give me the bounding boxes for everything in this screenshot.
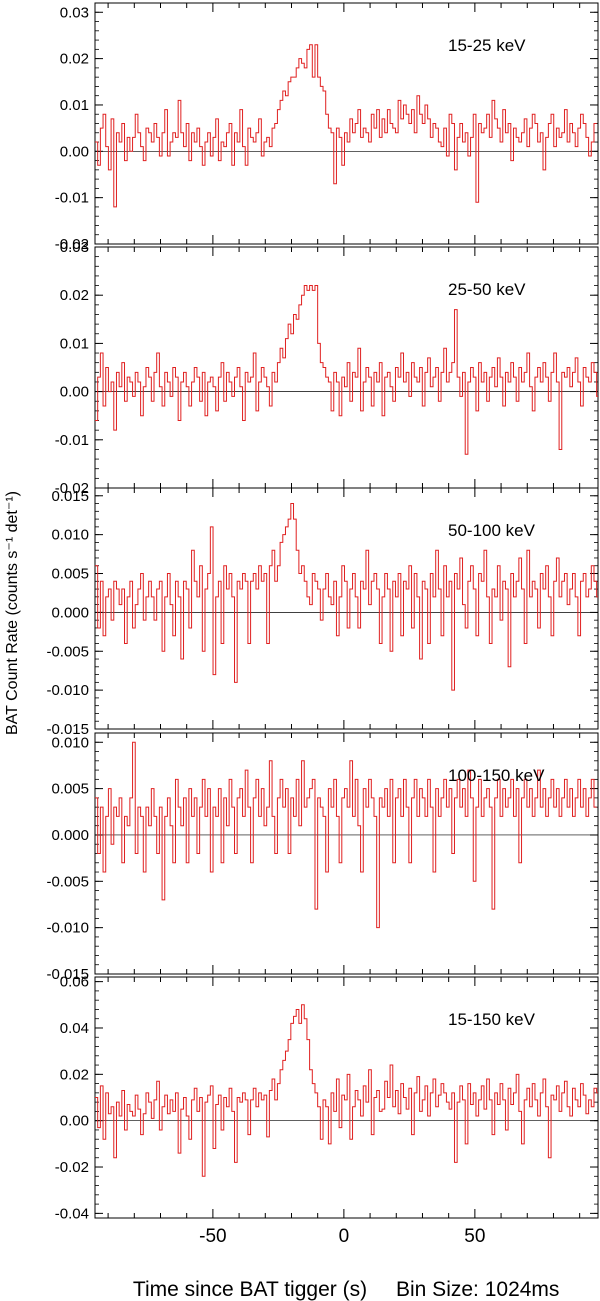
- y-tick-label: 0.01: [60, 335, 89, 352]
- y-tick-label: 0.06: [60, 974, 89, 991]
- x-tick-label: -50: [199, 1226, 226, 1247]
- y-tick-label: 0.010: [51, 527, 89, 544]
- y-tick-label: -0.015: [46, 966, 89, 983]
- y-tick-label: -0.01: [55, 190, 89, 207]
- y-tick-label: -0.005: [46, 873, 89, 890]
- panel-energy-label: 100-150 keV: [448, 766, 545, 785]
- y-tick-label: 0.02: [60, 1066, 89, 1083]
- panel-energy-label: 15-25 keV: [448, 36, 526, 55]
- y-tick-label: 0.000: [51, 827, 89, 844]
- panel-energy-label: 15-150 keV: [448, 1010, 536, 1029]
- y-tick-label: -0.04: [55, 1205, 89, 1222]
- y-tick-label: 0.005: [51, 781, 89, 798]
- y-tick-label: 0.005: [51, 566, 89, 583]
- y-tick-label: 0.02: [60, 51, 89, 68]
- y-tick-label: -0.015: [46, 721, 89, 738]
- series-line-0: [95, 741, 597, 929]
- x-axis-label: Time since BAT tigger (s): [133, 1278, 367, 1301]
- y-tick-label: 0.00: [60, 143, 89, 160]
- x-tick-label: 0: [339, 1226, 350, 1247]
- panel-1: -0.02 -0.01 0.00 0.01 0.02 0.03 25-50 keV: [55, 239, 599, 497]
- y-tick-label: -0.010: [46, 920, 89, 937]
- panel-4: -0.04 -0.02 0.00 0.02 0.04 0.06 -50 0 50 15-150 k…: [55, 974, 599, 1247]
- y-tick-label: 0.03: [60, 4, 89, 21]
- y-tick-label: 0.015: [51, 488, 89, 505]
- bin-size-label: Bin Size: 1024ms: [396, 1278, 559, 1301]
- y-tick-label: -0.02: [55, 236, 89, 253]
- panel-energy-label: 25-50 keV: [448, 280, 526, 299]
- y-axis-label: BAT Count Rate (counts s⁻¹ det⁻¹): [4, 491, 21, 735]
- panel-2: -0.015 -0.010 -0.005 0.000 0.005 0.010 0.015 50…: [46, 487, 599, 738]
- series-line-0: [95, 1004, 598, 1177]
- y-tick-label: -0.01: [55, 432, 89, 449]
- y-tick-label: 0.00: [60, 1113, 89, 1130]
- y-tick-label: 0.02: [60, 287, 89, 304]
- panel-0: -0.02 -0.01 0.00 0.01 0.02 0.03 15-25 keV: [55, 2, 599, 253]
- y-tick-label: 0.000: [51, 604, 89, 621]
- y-tick-label: -0.02: [55, 1159, 89, 1176]
- x-tick-label: 50: [464, 1226, 485, 1247]
- y-tick-label: -0.005: [46, 643, 89, 660]
- series-line-0: [95, 285, 598, 455]
- y-tick-label: -0.010: [46, 682, 89, 699]
- series-line-0: [95, 44, 597, 208]
- panel-3: -0.015 -0.010 -0.005 0.000 0.005 0.010 100-150…: [46, 732, 599, 983]
- panel-energy-label: 50-100 keV: [448, 521, 536, 540]
- y-tick-label: 0.010: [51, 734, 89, 751]
- y-tick-label: -0.02: [55, 480, 89, 497]
- y-tick-label: 0.03: [60, 239, 89, 256]
- y-tick-label: 0.01: [60, 97, 89, 114]
- series-line-0: [95, 503, 598, 691]
- panel-frame: [94, 487, 599, 730]
- y-tick-label: 0.04: [60, 1020, 89, 1037]
- y-tick-label: 0.00: [60, 384, 89, 401]
